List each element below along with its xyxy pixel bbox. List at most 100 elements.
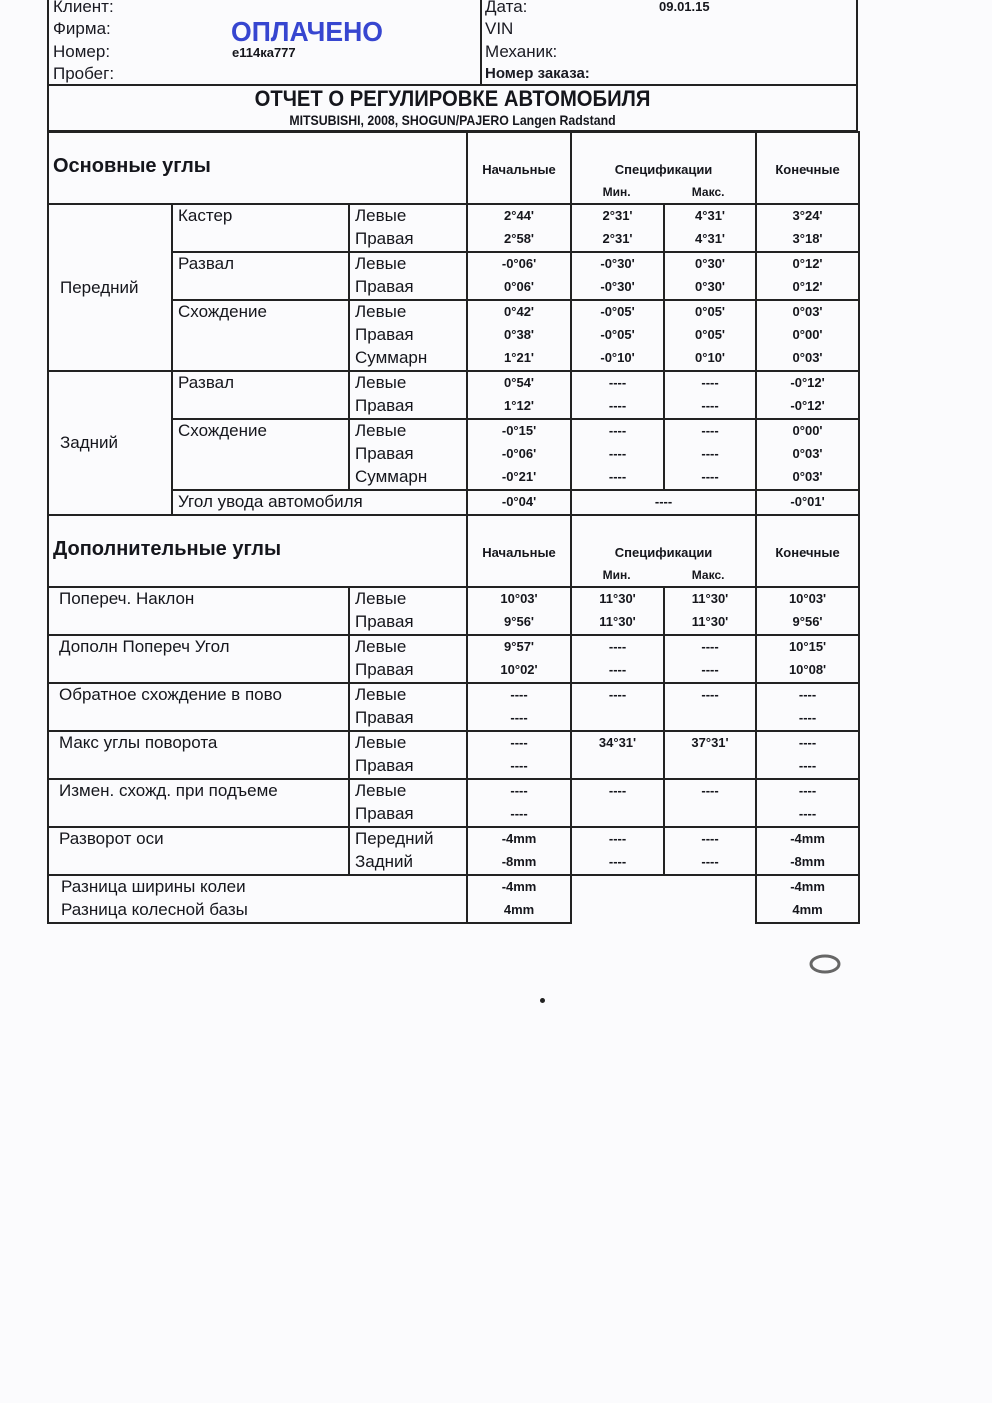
final-value: 4mm <box>755 899 861 924</box>
parameter-label: Разворот оси <box>47 826 350 875</box>
initial-value: ---- <box>466 730 573 755</box>
final-value: 0°03' <box>755 466 861 490</box>
table-row: Правая -0°06' ---- ---- 0°03' <box>48 443 861 466</box>
final-value: 10°03' <box>755 586 861 611</box>
final-value: 10°15' <box>755 634 861 659</box>
report-title-box: ОТЧЕТ О РЕГУЛИРОВКЕ АВТОМОБИЛЯ MITSUBISH… <box>47 84 858 132</box>
final-value: -0°12' <box>755 395 861 419</box>
table-row: Схождение Левые -0°15' ---- ---- 0°00' <box>48 418 861 490</box>
parameter-label: Макс углы поворота <box>47 730 350 779</box>
side-label: Задний <box>347 851 469 875</box>
max-value <box>663 755 758 779</box>
parameter-label: Кастер <box>171 203 350 252</box>
initial-header: Начальные <box>466 131 573 205</box>
max-value: ---- <box>663 682 758 707</box>
date-value: 09.01.15 <box>659 0 710 14</box>
min-value: ---- <box>570 370 666 395</box>
min-value: -0°30' <box>570 276 666 300</box>
final-value: ---- <box>755 778 861 803</box>
table-row: Макс углы поворота Левые ---- 34°31' 37°31' -… <box>47 730 861 779</box>
spec-header: Спецификации Мин. Макс. <box>570 131 758 205</box>
min-value: -0°10' <box>570 347 666 371</box>
max-value: 11°30' <box>663 611 758 635</box>
initial-value: -8mm <box>466 851 573 875</box>
spec-value: ---- <box>570 489 758 516</box>
min-value: -0°05' <box>570 324 666 347</box>
table-row: Правая 0°06' -0°30' 0°30' 0°12' <box>48 276 861 300</box>
info-block: Клиент: Фирма: Номер: е114ка777 Пробег: … <box>47 0 858 85</box>
table-row: Правая 0°38' -0°05' 0°05' 0°00' <box>48 324 861 347</box>
table-row: Измен. схожд. при подъеме Левые ---- ---- --… <box>47 778 861 827</box>
min-value: -0°05' <box>570 299 666 324</box>
section-header: Дополнительные углы Начальные Спецификации… <box>46 514 861 588</box>
initial-value: 4mm <box>466 899 573 924</box>
side-label: Правая <box>347 707 469 731</box>
side-label: Передний <box>347 826 469 851</box>
final-header-label: Конечные <box>775 162 840 177</box>
min-value <box>570 803 666 827</box>
initial-value: -4mm <box>466 826 573 851</box>
side-label: Правая <box>347 228 469 252</box>
initial-value: -0°04' <box>466 489 573 516</box>
scan-smudge <box>809 954 841 974</box>
side-label: Левые <box>347 299 469 324</box>
parameter-label: Измен. схожд. при подъеме <box>47 778 350 827</box>
max-value: ---- <box>663 634 758 659</box>
alignment-table: Основные углы Начальные Спецификации Мин. Ма… <box>46 131 861 924</box>
initial-value: 0°06' <box>466 276 573 300</box>
side-label: Левые <box>347 682 469 707</box>
table-row: Дополн Попереч Угол Левые 9°57' ---- ---- 10°… <box>47 634 861 683</box>
parameter-label: Схождение <box>171 299 350 371</box>
section-title: Дополнительные углы <box>53 538 282 560</box>
report-title: ОТЧЕТ О РЕГУЛИРОВКЕ АВТОМОБИЛЯ <box>254 86 651 111</box>
min-header-label: Мин. <box>602 568 631 582</box>
min-value: ---- <box>570 826 666 851</box>
table-row: Развал Левые -0°06' -0°30' 0°30' 0°12' <box>48 251 861 300</box>
final-value: 3°18' <box>755 228 861 252</box>
initial-value: 9°57' <box>466 634 573 659</box>
final-value: 0°12' <box>755 251 861 276</box>
min-value: ---- <box>570 418 666 443</box>
side-label: Правая <box>347 611 469 635</box>
axle-group-label: Передний <box>47 203 173 372</box>
final-value: 0°03' <box>755 299 861 324</box>
max-value: 4°31' <box>663 228 758 252</box>
max-value: 0°30' <box>663 251 758 276</box>
max-value: 37°31' <box>663 730 758 755</box>
max-value: ---- <box>663 659 758 683</box>
initial-value: 0°54' <box>466 370 573 395</box>
side-label: Правая <box>347 443 469 466</box>
section-title-cell: Дополнительные углы <box>46 514 469 588</box>
final-value: ---- <box>755 803 861 827</box>
min-value: 11°30' <box>570 611 666 635</box>
side-label: Правая <box>347 324 469 347</box>
parameter-label: Развал <box>171 251 350 300</box>
min-header-label: Мин. <box>602 185 631 199</box>
initial-value: 0°42' <box>466 299 573 324</box>
min-value <box>570 707 666 731</box>
max-value: ---- <box>663 418 758 443</box>
table-row: Разворот оси Передний -4mm ---- ---- -4mm <box>47 826 861 875</box>
side-label: Суммарн <box>347 466 469 490</box>
max-value <box>663 803 758 827</box>
side-label: Правая <box>347 803 469 827</box>
side-label: Правая <box>347 755 469 779</box>
table-row: Попереч. Наклон Левые 10°03' 11°30' 11°30' 10… <box>47 586 861 635</box>
min-value <box>570 755 666 779</box>
side-label: Левые <box>347 586 469 611</box>
side-label: Правая <box>347 395 469 419</box>
initial-value: -4mm <box>466 874 573 899</box>
initial-value: ---- <box>466 707 573 731</box>
max-value: ---- <box>663 395 758 419</box>
initial-value: ---- <box>466 803 573 827</box>
min-value: 34°31' <box>570 730 666 755</box>
number-label: Номер: <box>53 42 111 61</box>
table-row: Суммарн -0°21' ---- ---- 0°03' <box>48 466 861 490</box>
client-label: Клиент: <box>53 0 114 16</box>
initial-value: 2°44' <box>466 203 573 228</box>
table-row: Разница ширины колеи -4mm -4mm <box>46 874 861 923</box>
side-label: Суммарн <box>347 347 469 371</box>
min-value: 2°31' <box>570 228 666 252</box>
initial-value: ---- <box>466 778 573 803</box>
max-header-label: Макс. <box>691 185 725 199</box>
